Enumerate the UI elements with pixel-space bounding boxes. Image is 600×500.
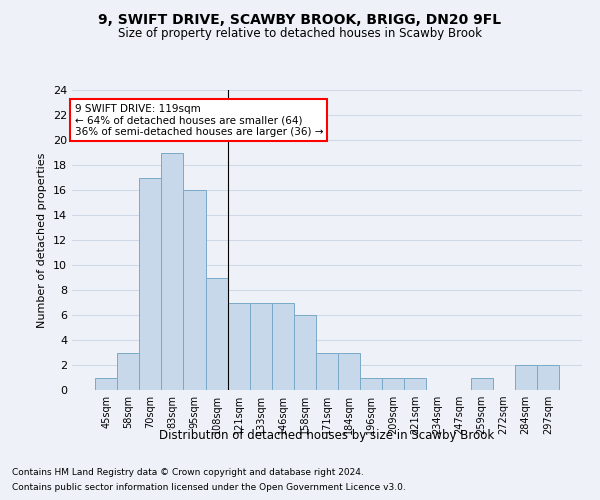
Text: Distribution of detached houses by size in Scawby Brook: Distribution of detached houses by size … bbox=[160, 428, 494, 442]
Bar bbox=[161, 152, 184, 390]
Bar bbox=[184, 190, 206, 390]
Bar bbox=[360, 378, 382, 390]
Text: Contains public sector information licensed under the Open Government Licence v3: Contains public sector information licen… bbox=[12, 483, 406, 492]
Text: 9, SWIFT DRIVE, SCAWBY BROOK, BRIGG, DN20 9FL: 9, SWIFT DRIVE, SCAWBY BROOK, BRIGG, DN2… bbox=[98, 12, 502, 26]
Bar bbox=[139, 178, 161, 390]
Bar bbox=[515, 365, 537, 390]
Bar bbox=[227, 302, 250, 390]
Bar bbox=[250, 302, 272, 390]
Bar bbox=[272, 302, 294, 390]
Bar bbox=[470, 378, 493, 390]
Bar bbox=[382, 378, 404, 390]
Bar bbox=[338, 352, 360, 390]
Y-axis label: Number of detached properties: Number of detached properties bbox=[37, 152, 47, 328]
Bar bbox=[95, 378, 117, 390]
Bar bbox=[117, 352, 139, 390]
Text: Size of property relative to detached houses in Scawby Brook: Size of property relative to detached ho… bbox=[118, 28, 482, 40]
Bar bbox=[316, 352, 338, 390]
Bar bbox=[537, 365, 559, 390]
Text: Contains HM Land Registry data © Crown copyright and database right 2024.: Contains HM Land Registry data © Crown c… bbox=[12, 468, 364, 477]
Bar bbox=[294, 315, 316, 390]
Bar bbox=[404, 378, 427, 390]
Text: 9 SWIFT DRIVE: 119sqm
← 64% of detached houses are smaller (64)
36% of semi-deta: 9 SWIFT DRIVE: 119sqm ← 64% of detached … bbox=[74, 104, 323, 136]
Bar bbox=[206, 278, 227, 390]
